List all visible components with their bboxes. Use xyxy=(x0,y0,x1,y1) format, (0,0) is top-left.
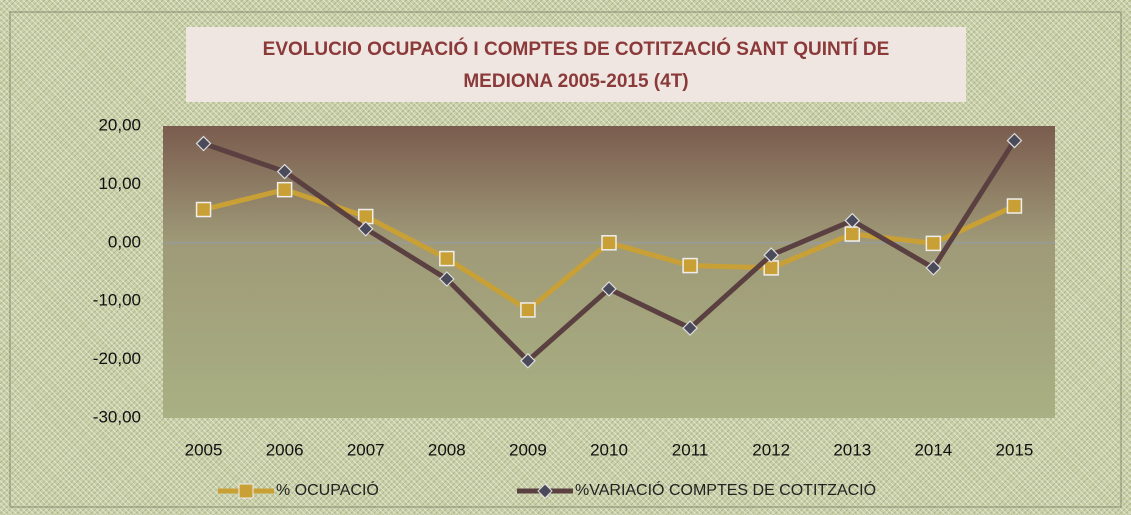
y-tick-label: 10,00 xyxy=(98,174,141,193)
point xyxy=(438,271,455,287)
point xyxy=(763,260,779,276)
point xyxy=(601,281,617,297)
x-tick-label: 2009 xyxy=(509,440,547,459)
y-tick-label: -10,00 xyxy=(93,291,141,310)
point xyxy=(520,302,536,318)
point xyxy=(682,320,698,336)
point xyxy=(844,226,861,242)
chart-title: EVOLUCIO OCUPACIÓ I COMPTES DE COTITZACI… xyxy=(263,38,890,92)
point xyxy=(520,352,536,369)
title-box xyxy=(186,27,966,102)
x-tick-label: 2015 xyxy=(996,440,1034,459)
chart-border xyxy=(9,11,1122,508)
point xyxy=(844,212,861,229)
plot-area xyxy=(163,126,1055,418)
y-tick-label: -30,00 xyxy=(93,407,141,426)
point xyxy=(763,247,780,263)
legend-marker xyxy=(537,483,553,499)
y-tick-label: 20,00 xyxy=(98,115,141,134)
point xyxy=(925,260,942,276)
point xyxy=(276,181,293,198)
point xyxy=(682,257,698,274)
x-tick-label: 2010 xyxy=(590,440,628,459)
x-tick-label: 2008 xyxy=(428,440,466,459)
x-tick-label: 2014 xyxy=(914,440,952,459)
point xyxy=(601,235,617,251)
x-tick-label: 2006 xyxy=(266,440,304,459)
point xyxy=(195,201,212,218)
x-tick-label: 2013 xyxy=(833,440,871,459)
y-tick-label: -20,00 xyxy=(93,349,141,368)
legend-label: % OCUPACIÓ xyxy=(276,480,379,499)
legend-marker xyxy=(238,483,254,499)
y-tick-label: 0,00 xyxy=(108,232,141,251)
x-tick-label: 2012 xyxy=(752,440,790,459)
point xyxy=(925,235,942,252)
x-tick-label: 2011 xyxy=(672,440,709,459)
point xyxy=(357,220,374,237)
x-tick-label: 2005 xyxy=(185,440,223,459)
point xyxy=(195,135,212,152)
legend-label: %VARIACIÓ COMPTES DE COTITZACIÓ xyxy=(575,480,876,499)
point xyxy=(439,250,455,267)
point xyxy=(276,163,293,180)
x-tick-label: 2007 xyxy=(347,440,385,459)
point xyxy=(1006,198,1023,214)
point xyxy=(1006,132,1023,149)
series xyxy=(195,132,1023,369)
